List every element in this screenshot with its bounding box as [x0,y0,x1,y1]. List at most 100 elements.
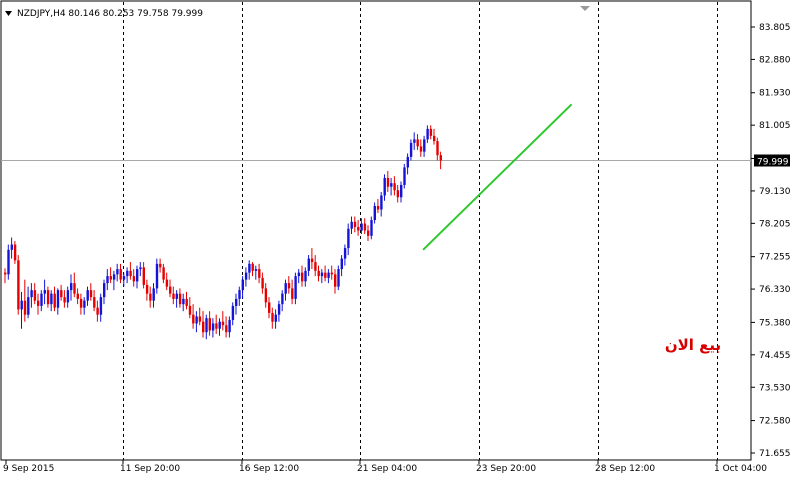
candle-body [23,300,27,315]
candle-body [149,293,152,301]
candle-body [413,139,416,143]
candle-body [103,283,106,298]
candle-body [165,279,169,287]
candle-body [13,244,17,261]
price-tick-label: 76.330 [759,285,791,295]
time-axis: 9 Sep 2015 11 Sep 20:00 16 Sep 12:00 21 Sep… [3,460,767,474]
candle-body [83,300,86,308]
time-tick-label: 28 Sep 12:00 [595,464,655,474]
candle-body [363,223,367,231]
candle-body [93,297,96,308]
candle-body [297,272,301,277]
candle-body [241,279,244,291]
candle-body [142,267,145,285]
candle-body [198,316,202,322]
time-tick-label: 16 Sep 12:00 [239,464,299,474]
plot-frame [0,0,752,461]
time-tick-label: 21 Sep 04:00 [357,464,417,474]
candle-body [145,284,149,294]
candle-body [53,293,56,308]
trendline [422,103,573,251]
candle-body [416,139,419,147]
candle-body [56,290,60,308]
candle-body [301,272,304,282]
candle-body [347,228,350,249]
candle-body [10,244,13,250]
candle-body [99,297,103,315]
sell-now-annotation: بيع الان [665,336,721,354]
candle-body [215,323,218,329]
candle-body [403,167,406,185]
price-tick-label: 75.380 [759,318,791,328]
price-tick-label: 77.255 [759,253,791,263]
candle-body [205,318,208,333]
candle-body [139,267,142,270]
candle-body [66,290,70,303]
candle-body [304,270,307,282]
candle-body [337,269,340,287]
candle-body [4,272,7,275]
time-tick-label: 9 Sep 2015 [3,464,54,474]
candle-body [172,293,175,299]
candle-body [202,321,205,333]
price-tick-label: 83.805 [759,23,791,33]
candle-body [307,258,310,271]
candle-body [221,321,225,326]
candle-body [400,184,403,198]
candle-body [258,269,261,278]
candle-body [386,177,390,187]
price-tick-label: 78.205 [759,219,791,229]
candle-body [155,263,159,289]
candle-body [294,276,297,299]
candle-body [436,141,439,156]
candle-body [327,272,330,278]
candle-body [317,270,320,277]
price-tick-label: 82.880 [759,55,791,65]
candle-body [320,272,324,277]
candle-body [122,276,126,280]
scroll-marker-icon[interactable] [580,6,590,11]
time-tick-label: 1 Oct 04:00 [714,464,767,474]
candle-body [357,227,360,231]
candle-body [119,269,122,280]
candle-body [314,262,317,271]
candle-body [324,272,327,278]
candle-body [208,318,211,331]
candle-body [353,221,357,228]
candle-body [218,321,221,329]
price-tick-label: 81.930 [759,89,791,99]
candle-body [37,300,40,306]
candle-body [406,156,409,168]
candle-body [225,325,228,333]
price-tick-label: 79.130 [759,187,791,197]
candle-body [310,258,314,263]
trendline-layer[interactable] [422,103,573,251]
candle-body [86,290,89,301]
price-tick-label: 81.005 [759,121,791,131]
candle-body [248,263,251,273]
candle-body [112,274,116,280]
candle-body [373,205,376,221]
candle-body [367,230,370,236]
candle-body [46,290,50,305]
candle-body [393,183,396,191]
symbol-info: NZDJPY,H4 80.146 80.253 79.758 79.999 [17,9,203,19]
collapse-arrow-icon[interactable] [5,11,12,16]
candle-body [340,258,343,270]
candle-body [244,272,248,280]
candle-body [370,220,373,236]
candle-body [132,276,136,282]
candle-body [281,293,284,305]
candle-body [169,286,172,294]
candle-body [60,290,63,298]
time-tick-label: 23 Sep 20:00 [476,464,536,474]
candle-body [116,269,119,275]
candle-body [334,274,337,287]
candle-body [185,298,188,306]
price-tick-label: 72.580 [759,417,791,427]
candle-body [360,223,363,231]
candle-body [109,276,112,280]
candle-body [268,302,271,313]
